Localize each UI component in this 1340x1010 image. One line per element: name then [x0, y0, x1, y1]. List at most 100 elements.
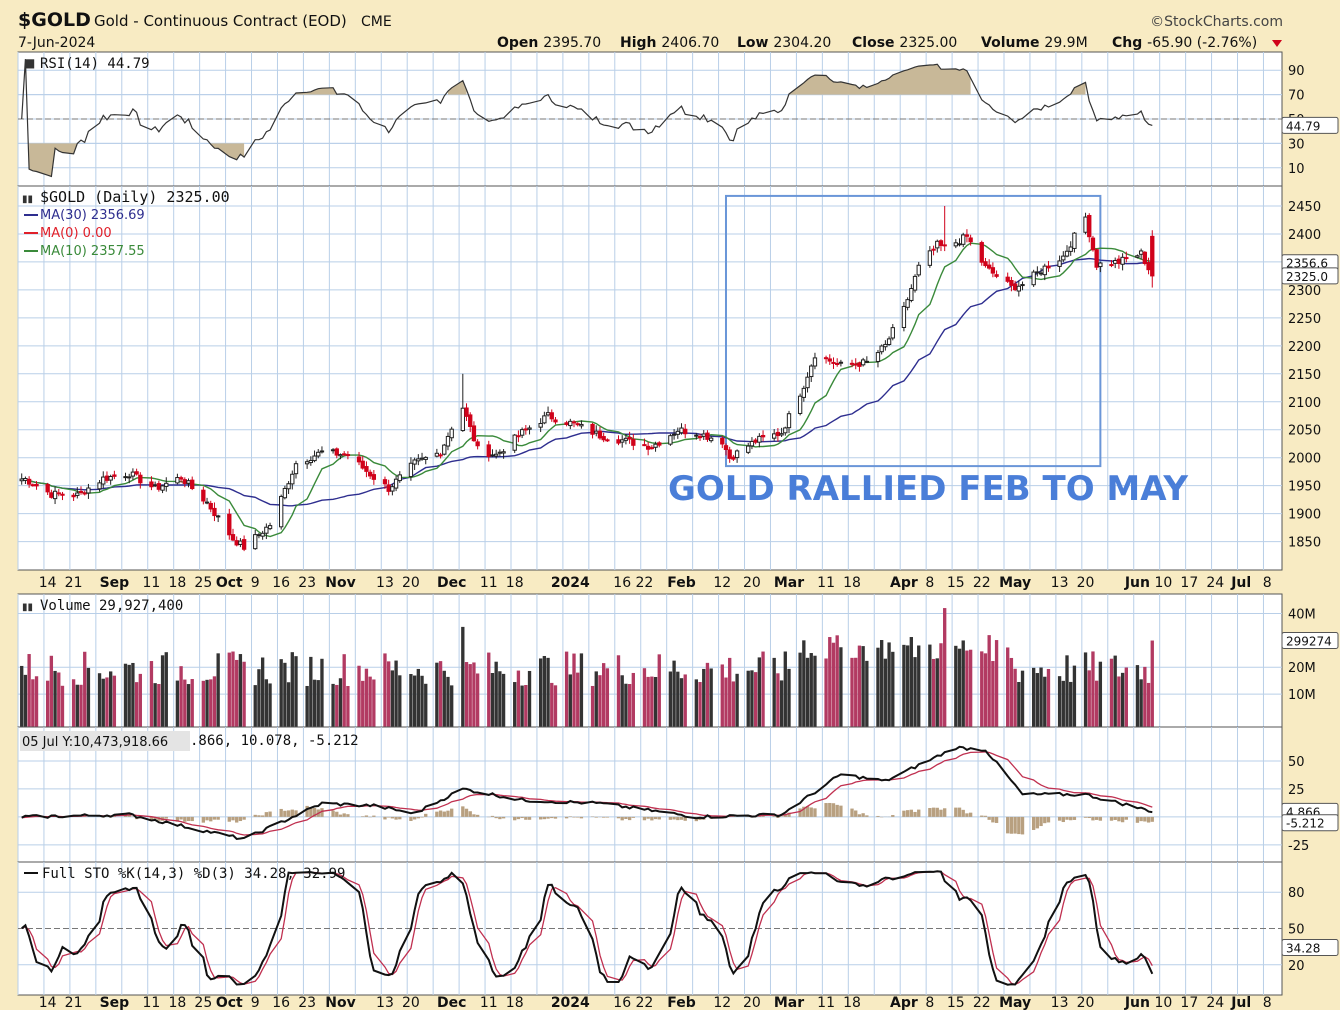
volume-bar [839, 647, 843, 727]
volume-bar [123, 663, 128, 727]
volume-bar [361, 680, 365, 727]
volume-bar [242, 661, 246, 727]
macd-histogram-bar [205, 816, 209, 821]
macd-histogram-bar [227, 816, 231, 822]
legend-name: MA(10) [40, 244, 87, 259]
candle-body [460, 407, 465, 432]
candle-body [367, 471, 373, 477]
macd-histogram-bar [631, 816, 635, 818]
macd-histogram-bar [290, 809, 294, 817]
candle-body [538, 422, 543, 428]
volume-bar [620, 675, 624, 727]
quote-value: 29.9M [1044, 35, 1087, 51]
candle-body [208, 502, 213, 510]
macd-histogram-bar [520, 816, 524, 819]
sto-x-axis-label: Mar [774, 995, 804, 1010]
volume-bar [1006, 647, 1010, 727]
price-x-axis-label: 11 [143, 575, 161, 591]
candle-body [627, 436, 632, 440]
candle-body [827, 358, 832, 362]
candle-body [82, 492, 87, 495]
candle-body [653, 443, 658, 448]
macd-histogram-bar [983, 815, 988, 817]
macd-histogram-bar [283, 810, 287, 817]
volume-bar [850, 657, 854, 727]
volume-bar [131, 662, 135, 727]
volume-bar [694, 679, 699, 727]
candle-body [319, 450, 325, 453]
candle-body [772, 433, 777, 439]
volume-bar [57, 672, 61, 727]
candle-body [553, 419, 558, 423]
candle-body [512, 434, 517, 451]
candle-body [78, 490, 84, 493]
volume-bar [75, 684, 79, 727]
volume-bar [705, 662, 710, 727]
macd-histogram-bar [257, 815, 261, 817]
candle-body [961, 234, 966, 245]
candle-body [986, 264, 992, 269]
volume-bar [965, 650, 969, 727]
volume-bar [205, 679, 209, 727]
volume-bar [961, 640, 965, 727]
volume-bar [101, 678, 105, 727]
change-down-arrow-icon [1272, 40, 1282, 47]
candle-body [238, 540, 243, 545]
candle-body [416, 458, 421, 462]
sto-x-axis-label: 2024 [551, 995, 590, 1010]
volume-bar [527, 670, 532, 727]
candle-body [675, 430, 680, 435]
volume-bar [546, 657, 550, 727]
candle-body [731, 456, 736, 460]
volume-bar [917, 645, 921, 727]
volume-bar [20, 665, 24, 727]
candle-body [1113, 260, 1118, 264]
candle-body [916, 264, 921, 276]
candle-body [1094, 249, 1099, 268]
macd-histogram-bar [309, 807, 313, 817]
macd-histogram-bar [835, 804, 839, 817]
volume-bar [412, 675, 417, 727]
candle-body [542, 415, 547, 424]
candle-body [590, 423, 595, 435]
volume-bar [672, 660, 676, 727]
volume-bar [538, 658, 543, 727]
volume-bar [53, 670, 57, 727]
volume-bar [720, 664, 724, 727]
volume-bar [987, 635, 991, 727]
volume-bar [335, 684, 339, 727]
volume-bar [390, 670, 395, 727]
macd-histogram-bar [468, 811, 472, 817]
volume-bar [887, 642, 891, 727]
sto-x-axis-label: 11 [143, 995, 161, 1010]
volume-bar [616, 655, 621, 727]
macd-histogram-bar [1039, 816, 1043, 827]
candle-body [382, 479, 388, 485]
sto-x-axis-label: 18 [168, 995, 186, 1010]
macd-histogram-bar [238, 816, 243, 822]
candle-body [786, 413, 792, 429]
volume-bar [468, 664, 472, 727]
quote-label: Volume [981, 35, 1044, 51]
volume-bar [1113, 655, 1117, 727]
macd-histogram-bar [572, 816, 576, 818]
candle-body [983, 261, 988, 267]
volume-bar [149, 661, 154, 727]
volume-bar [112, 675, 117, 727]
volume-bar [342, 654, 346, 727]
quote-open: Open 2395.70 [497, 35, 601, 51]
volume-bar [772, 657, 776, 727]
sto-x-axis-label: 21 [65, 995, 83, 1010]
candle-body [979, 242, 984, 263]
candle-body [853, 363, 858, 366]
candle-body [201, 489, 206, 502]
candle-body [838, 361, 844, 364]
macd-histogram-bar [1065, 816, 1069, 820]
candle-body [1098, 262, 1103, 268]
candle-body [645, 445, 651, 450]
macd-hist-value-label: -5.212 [1286, 817, 1325, 831]
price-x-axis-label: 22 [973, 575, 991, 591]
vol-vertical-grid [17, 594, 1264, 727]
close-value-label: 2325.0 [1286, 270, 1328, 284]
sto-x-axis-label: 16 [613, 995, 631, 1010]
